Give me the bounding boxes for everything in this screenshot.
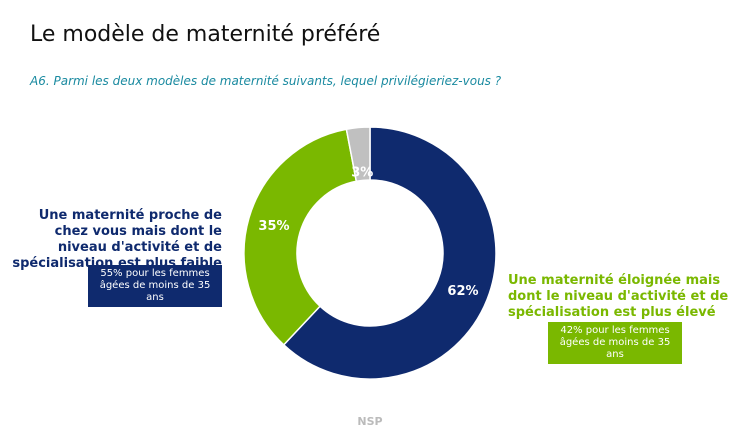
data-label: 3%: [351, 165, 373, 180]
data-label: 35%: [258, 219, 289, 234]
donut-slice: [345, 126, 371, 183]
donut-slice: [282, 126, 497, 380]
data-label: 62%: [447, 284, 478, 299]
annotation-badge: 42% pour les femmes âgées de moins de 35…: [548, 322, 682, 364]
chart-subtitle: A6. Parmi les deux modèles de maternité …: [30, 74, 502, 88]
chart-title: Le modèle de maternité préféré: [30, 22, 381, 47]
category-label: Une maternité éloignée mais dont le nive…: [508, 273, 729, 320]
annotation-badge: 55% pour les femmes âgées de moins de 35…: [88, 265, 222, 307]
donut-slice: [243, 128, 358, 346]
category-label: Une maternité proche de chez vous mais d…: [12, 208, 222, 271]
category-label: NSP: [357, 415, 383, 428]
